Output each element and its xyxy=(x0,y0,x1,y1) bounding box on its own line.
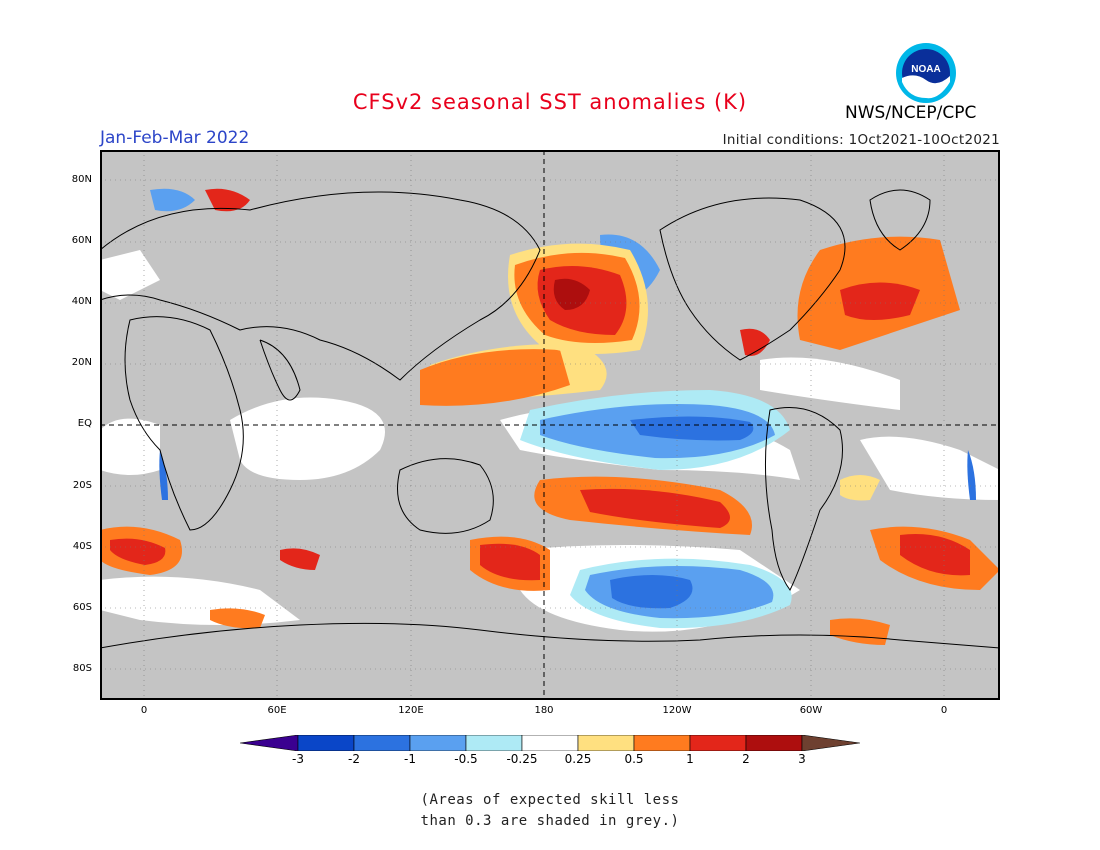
colorbar-tick-label: 1 xyxy=(686,752,694,766)
colorbar-segment xyxy=(633,735,691,751)
colorbar-tick-label: 0.25 xyxy=(564,752,592,766)
warm-anomalies xyxy=(100,188,1000,645)
lon-label-180: 180 xyxy=(534,705,554,716)
colorbar-segment xyxy=(521,735,579,751)
colorbar-min-arrow xyxy=(240,735,299,751)
lat-label-20n: 20N xyxy=(71,357,92,368)
lat-label-40s: 40S xyxy=(72,541,92,552)
lon-label-120e: 120E xyxy=(398,705,424,716)
colorbar-max-arrow xyxy=(801,735,860,751)
graticule xyxy=(100,150,1000,700)
lon-label-60w: 60W xyxy=(799,705,823,716)
colorbar-segment xyxy=(297,735,355,751)
colorbar-tick-label: 0.5 xyxy=(624,752,644,766)
colorbar xyxy=(240,735,860,751)
colorbar-segment xyxy=(577,735,635,751)
lat-label-eq: EQ xyxy=(77,418,92,429)
colorbar-segment xyxy=(465,735,523,751)
skill-note-line-1: (Areas of expected skill less xyxy=(420,792,680,808)
colorbar-tick-label: -1 xyxy=(404,752,416,766)
season-label: Jan-Feb-Mar 2022 xyxy=(100,128,250,148)
lon-label-0-left: 0 xyxy=(140,705,148,716)
colorbar-segment xyxy=(353,735,411,751)
colorbar-tick-label: -0.5 xyxy=(454,752,478,766)
cool-anomalies xyxy=(150,188,976,629)
lat-label-80s: 80S xyxy=(72,663,92,674)
sst-anomaly-map xyxy=(100,150,1000,700)
skill-note-line-2: than 0.3 are shaded in grey.) xyxy=(420,813,680,829)
colorbar-segment xyxy=(409,735,467,751)
lat-label-60s: 60S xyxy=(72,602,92,613)
chart-title: CFSv2 seasonal SST anomalies (K) xyxy=(352,90,748,114)
lon-label-120w: 120W xyxy=(662,705,692,716)
svg-text:NOAA: NOAA xyxy=(911,64,940,75)
colorbar-tick-label: -2 xyxy=(348,752,360,766)
colorbar-tick-label: 2 xyxy=(742,752,750,766)
colorbar-tick-label: -3 xyxy=(292,752,304,766)
lat-label-20s: 20S xyxy=(72,480,92,491)
map-frame xyxy=(100,150,1000,700)
lat-label-80n: 80N xyxy=(71,174,92,185)
noaa-logo-icon: NOAA xyxy=(896,43,956,103)
lon-label-0-right: 0 xyxy=(940,705,948,716)
colorbar-tick-label: -0.25 xyxy=(506,752,538,766)
lon-label-60e: 60E xyxy=(267,705,287,716)
initial-conditions-label: Initial conditions: 1Oct2021-10Oct2021 xyxy=(722,132,1000,148)
coastlines xyxy=(100,189,1000,649)
lat-label-40n: 40N xyxy=(71,296,92,307)
agency-label: NWS/NCEP/CPC xyxy=(845,103,977,123)
colorbar-segment xyxy=(745,735,803,751)
colorbar-tick-label: 3 xyxy=(798,752,806,766)
colorbar-segment xyxy=(689,735,747,751)
lat-label-60n: 60N xyxy=(71,235,92,246)
